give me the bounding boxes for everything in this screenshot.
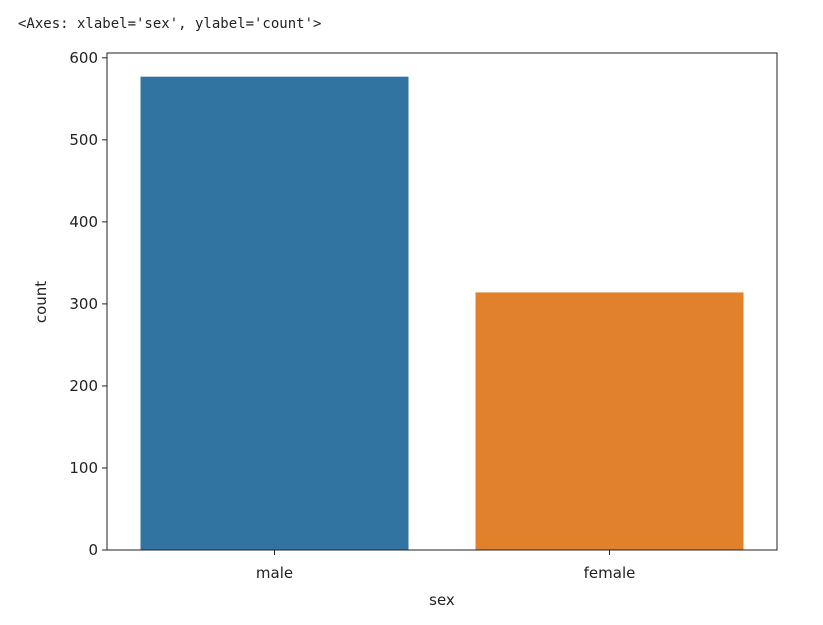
y-tick-label: 400 [69,213,98,231]
x-axis-label: sex [429,591,455,609]
x-tick-label: male [256,564,293,582]
y-axis-label: count [32,281,50,323]
y-tick-label: 300 [69,295,98,313]
bar [140,76,409,551]
x-tick-label: female [584,564,636,582]
axes-frame [106,52,778,551]
y-tick-label: 100 [69,459,98,477]
y-tick-label: 0 [88,541,98,559]
y-tick-label: 200 [69,377,98,395]
bar [475,292,744,550]
y-tick-label: 500 [69,131,98,149]
console-output: <Axes: xlabel='sex', ylabel='count'> [18,16,321,32]
y-tick-label: 600 [69,49,98,67]
